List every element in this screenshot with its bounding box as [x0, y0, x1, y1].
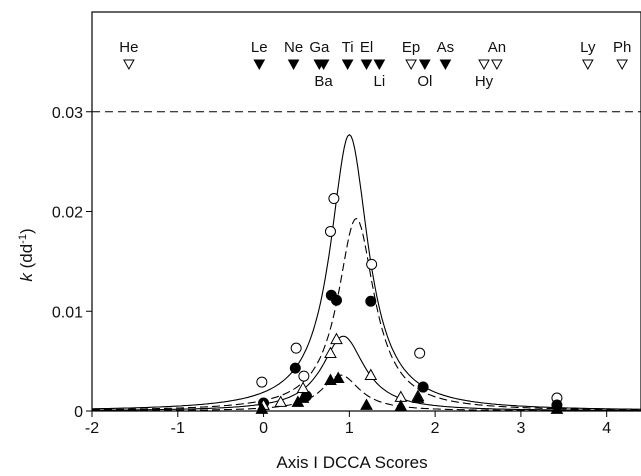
species-label-ti: Ti: [342, 39, 354, 56]
species-triangle-ep: [405, 59, 417, 71]
filled-circle-point: [330, 294, 342, 306]
species-label-ba: Ba: [314, 73, 333, 90]
species-triangle-ti: [341, 59, 354, 71]
species-label-ly: Ly: [580, 39, 596, 56]
open-triangle-point: [324, 346, 337, 359]
x-tick-label: 3: [516, 420, 525, 437]
filled-triangle-point: [360, 398, 373, 410]
open-triangle-point: [274, 395, 288, 407]
filled-triangle-point: [255, 402, 269, 414]
axes: -2 -1 0 1 2 3 4 0 0.01 0.02 0.03: [52, 105, 611, 437]
y-axis-title-close: ): [17, 228, 36, 234]
species-triangle-ne: [287, 59, 300, 71]
open-circle-point: [324, 225, 336, 237]
species-label-el: El: [360, 39, 373, 56]
fit-curve-3: [92, 335, 641, 411]
filled-triangle-point: [411, 391, 425, 403]
species-label-as: As: [437, 39, 455, 56]
open-triangle-point: [330, 332, 343, 345]
species-triangle-li: [373, 59, 386, 71]
species-label-hy: Hy: [475, 73, 494, 90]
open-circle-point: [366, 258, 378, 270]
species-label-an: An: [488, 39, 506, 56]
species-triangle-le: [253, 59, 266, 71]
y-tick-label: 0.03: [52, 105, 83, 122]
x-tick-label: 2: [431, 420, 440, 437]
y-axis-title-main: k: [17, 272, 36, 282]
species-triangle-he: [123, 59, 135, 71]
data-points: [255, 193, 564, 414]
x-tick-label: -2: [85, 420, 99, 437]
species-label-ne: Ne: [284, 39, 303, 56]
species-label-ep: Ep: [402, 39, 420, 56]
y-tick-label: 0.01: [52, 304, 83, 321]
x-tick-label: 1: [345, 420, 354, 437]
filled-triangle-point: [394, 399, 408, 411]
species-triangle-an: [491, 59, 503, 71]
y-tick-label: 0: [74, 404, 83, 421]
species-label-le: Le: [251, 39, 268, 56]
species-label-ol: Ol: [417, 73, 432, 90]
x-tick-label: -1: [171, 420, 185, 437]
fit-curve-1: [92, 133, 641, 410]
open-circle-point: [414, 347, 426, 359]
x-tick-label: 0: [259, 420, 268, 437]
species-triangle-ol: [418, 59, 431, 71]
species-triangle-ph: [616, 59, 628, 71]
filled-triangle-point: [296, 391, 310, 403]
open-circle-point: [328, 193, 340, 205]
open-circle-point: [298, 370, 310, 382]
fit-curve-4: [92, 374, 641, 412]
filled-triangle-point: [550, 402, 564, 414]
species-label-he: He: [119, 39, 138, 56]
filled-triangle-point: [331, 371, 345, 383]
y-axis-title-unit: (dd: [17, 244, 36, 273]
filled-circle-point: [289, 362, 301, 374]
fitted-curves: [92, 133, 641, 412]
filled-circle-point: [417, 381, 429, 393]
plot-frame: [91, 11, 641, 412]
species-label-ph: Ph: [613, 39, 631, 56]
filled-circle-point: [365, 295, 377, 307]
x-axis-title: Axis I DCCA Scores: [276, 453, 427, 472]
species-triangle-ba: [317, 59, 330, 71]
open-circle-point: [256, 376, 268, 388]
species-label-ga: Ga: [309, 39, 330, 56]
species-triangle-ly: [581, 59, 594, 71]
species-label-li: Li: [374, 73, 386, 90]
species-triangle-hy: [478, 59, 490, 71]
y-tick-label: 0.02: [52, 205, 83, 222]
x-tick-label: 4: [602, 420, 611, 437]
open-triangle-point: [364, 368, 378, 380]
open-circle-point: [290, 342, 302, 354]
y-axis-title-sup: -1: [17, 234, 29, 244]
species-triangle-el: [360, 59, 373, 71]
open-triangle-point: [296, 381, 310, 393]
y-axis-title: k (dd-1): [17, 228, 36, 281]
species-triangle-as: [439, 59, 452, 71]
fit-curve-2: [92, 217, 641, 411]
